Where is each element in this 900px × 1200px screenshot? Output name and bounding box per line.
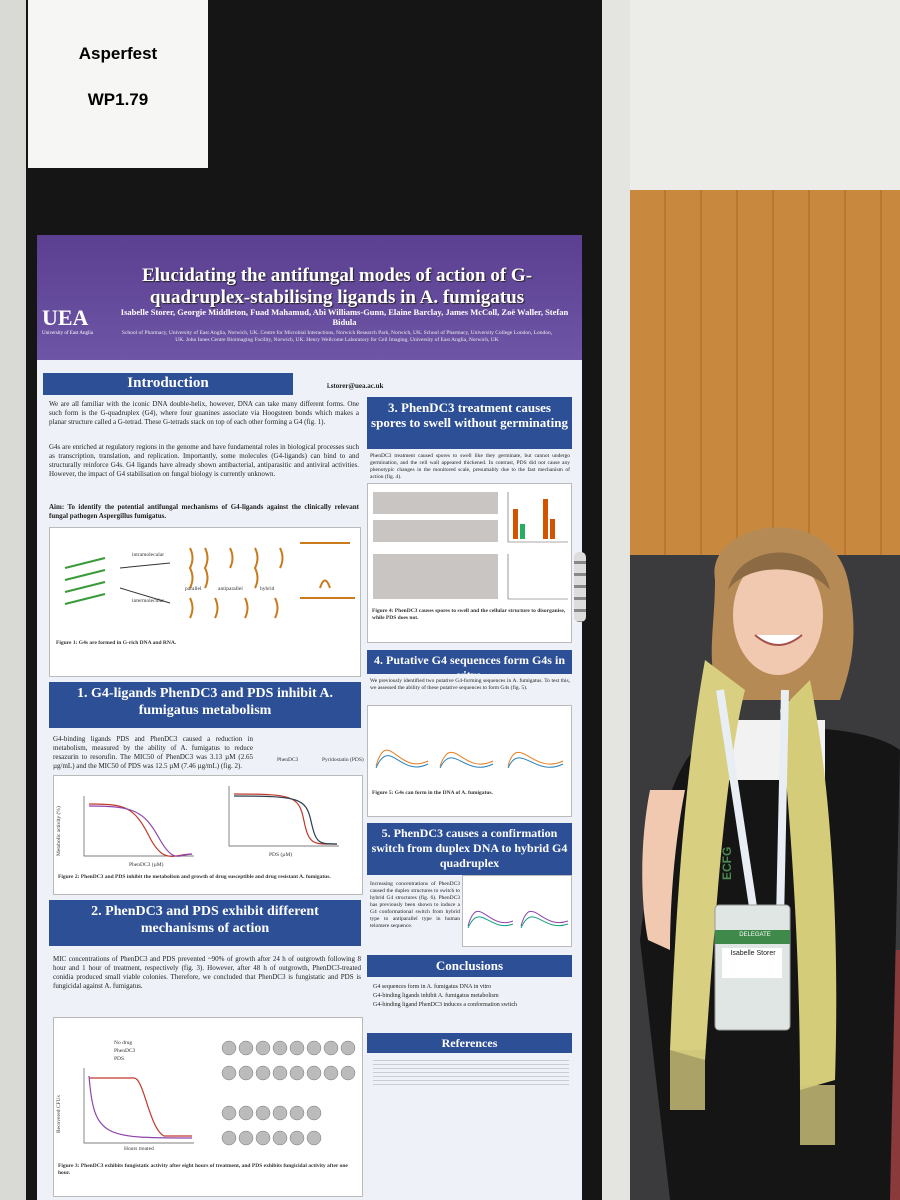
figure-1: intramolecular intermolecular parallel a… bbox=[49, 527, 361, 677]
s1-heading: 1. G4-ligands PhenDC3 and PDS inhibit A.… bbox=[49, 682, 361, 728]
fig4-caption: Figure 4: PhenDC3 causes spores to swell… bbox=[372, 608, 566, 621]
s3-heading: 3. PhenDC3 treatment causes spores to sw… bbox=[367, 397, 572, 449]
s3-text: PhenDC3 treatment caused spores to swell… bbox=[370, 453, 570, 480]
logo-caption: University of East Anglia bbox=[42, 331, 93, 336]
intro-aim: Aim: To identify the potential antifunga… bbox=[49, 503, 359, 520]
y-axis-label: Metabolic activity (%) bbox=[56, 806, 62, 856]
s5-heading: 5. PhenDC3 causes a confirmation switch … bbox=[367, 823, 572, 875]
poster-title: Elucidating the antifungal modes of acti… bbox=[141, 265, 533, 308]
badge-role: DELEGATE bbox=[739, 932, 771, 938]
conclusion-item: G4-binding ligands inhibit A. fumigatus … bbox=[373, 993, 499, 999]
cfu-plot bbox=[83, 1040, 356, 1146]
figure-3: No drug PhenDC3 PDS Recovered CFUs Hours… bbox=[53, 1017, 363, 1197]
s4-text: We previously identified two putative G4… bbox=[370, 678, 570, 691]
email: i.storer@uea.ac.uk bbox=[327, 382, 384, 390]
y-axis-label: Recovered CFUs bbox=[56, 1095, 62, 1133]
badge-name: Isabelle Storer bbox=[730, 950, 776, 957]
intro-p1: We are all familiar with the iconic DNA … bbox=[49, 400, 359, 426]
authors: Isabelle Storer, Georgie Middleton, Fuad… bbox=[120, 307, 569, 327]
s4-heading: 4. Putative G4 sequences form G4s in vit… bbox=[367, 650, 572, 674]
legend-entry: PhenDC3 bbox=[114, 1048, 136, 1054]
x-axis-label: PDS (µM) bbox=[269, 852, 293, 858]
fig1-label: parallel bbox=[185, 586, 202, 592]
s2-heading: 2. PhenDC3 and PDS exhibit different mec… bbox=[49, 900, 361, 946]
affiliations: School of Pharmacy, University of East A… bbox=[121, 330, 553, 343]
x-axis-label: Hours treated bbox=[124, 1146, 154, 1152]
conclusion-item: G4 sequences form in A. fumigatus DNA in… bbox=[373, 984, 492, 990]
references-text bbox=[373, 1057, 569, 1087]
s5-text: Increasing concentrations of PhenDC3 cau… bbox=[370, 881, 460, 929]
wood-wall bbox=[630, 190, 900, 555]
s2-text: MIC concentrations of PhenDC3 and PDS pr… bbox=[53, 955, 361, 990]
conclusions-list: G4 sequences form in A. fumigatus DNA in… bbox=[373, 983, 571, 1031]
poster-header bbox=[37, 235, 582, 360]
ligand-label: Pyridostatin (PDS) bbox=[322, 757, 364, 763]
magnets bbox=[574, 552, 586, 622]
fig1-caption: Figure 1: G4s are formed in G-rich DNA a… bbox=[56, 640, 177, 646]
references-heading: References bbox=[367, 1033, 572, 1053]
fig1-label: intramolecular bbox=[132, 552, 165, 558]
s1-text: G4-binding ligands PDS and PhenDC3 cause… bbox=[53, 735, 253, 770]
sign-line2: WP1.79 bbox=[87, 90, 149, 109]
logo: UEA bbox=[42, 305, 89, 330]
intro-heading: Introduction bbox=[43, 373, 293, 395]
fig2-caption: Figure 2: PhenDC3 and PDS inhibit the me… bbox=[58, 874, 331, 880]
left-panel bbox=[0, 0, 26, 1200]
board-frame bbox=[602, 0, 630, 1200]
figure-6 bbox=[462, 875, 572, 947]
conclusion-item: G4-binding ligand PhenDC3 induces a conf… bbox=[373, 1002, 517, 1008]
figure-2: Metabolic activity (%) PhenDC3 (µM) PDS … bbox=[53, 775, 363, 895]
switch-spectra bbox=[467, 911, 569, 929]
sign-line1: Asperfest bbox=[78, 44, 158, 63]
fig5-caption: Figure 5: G4s can form in the DNA of A. … bbox=[372, 790, 493, 796]
conclusions-heading: Conclusions bbox=[367, 955, 572, 977]
fig3-caption: Figure 3: PhenDC3 exhibits fungistatic a… bbox=[58, 1163, 348, 1176]
figure-4: Figure 4: PhenDC3 causes spores to swell… bbox=[367, 483, 572, 643]
poster: Elucidating the antifungal modes of acti… bbox=[37, 235, 582, 1200]
badge-event: ECFG bbox=[720, 846, 734, 880]
cd-spectra bbox=[375, 749, 564, 769]
x-axis-label: PhenDC3 (µM) bbox=[129, 862, 164, 868]
fig1-label: intermolecular bbox=[132, 598, 165, 604]
figure-5: Figure 5: G4s can form in the DNA of A. … bbox=[367, 705, 572, 817]
person bbox=[640, 527, 900, 1200]
fig1-label: hybrid bbox=[260, 586, 275, 592]
sign: Asperfest WP1.79 bbox=[28, 0, 208, 168]
top-panel bbox=[630, 0, 900, 190]
microscopy-grid bbox=[373, 492, 568, 600]
g4-diagram bbox=[64, 542, 355, 619]
fig1-label: antiparallel bbox=[218, 586, 243, 592]
legend-entry: PDS bbox=[114, 1056, 125, 1062]
legend-entry: No drug bbox=[114, 1040, 133, 1046]
intro-p2: G4s are enriched at regulatory regions i… bbox=[49, 443, 359, 478]
dose-curves bbox=[83, 786, 339, 857]
ligand-label: PhenDC3 bbox=[277, 757, 299, 763]
